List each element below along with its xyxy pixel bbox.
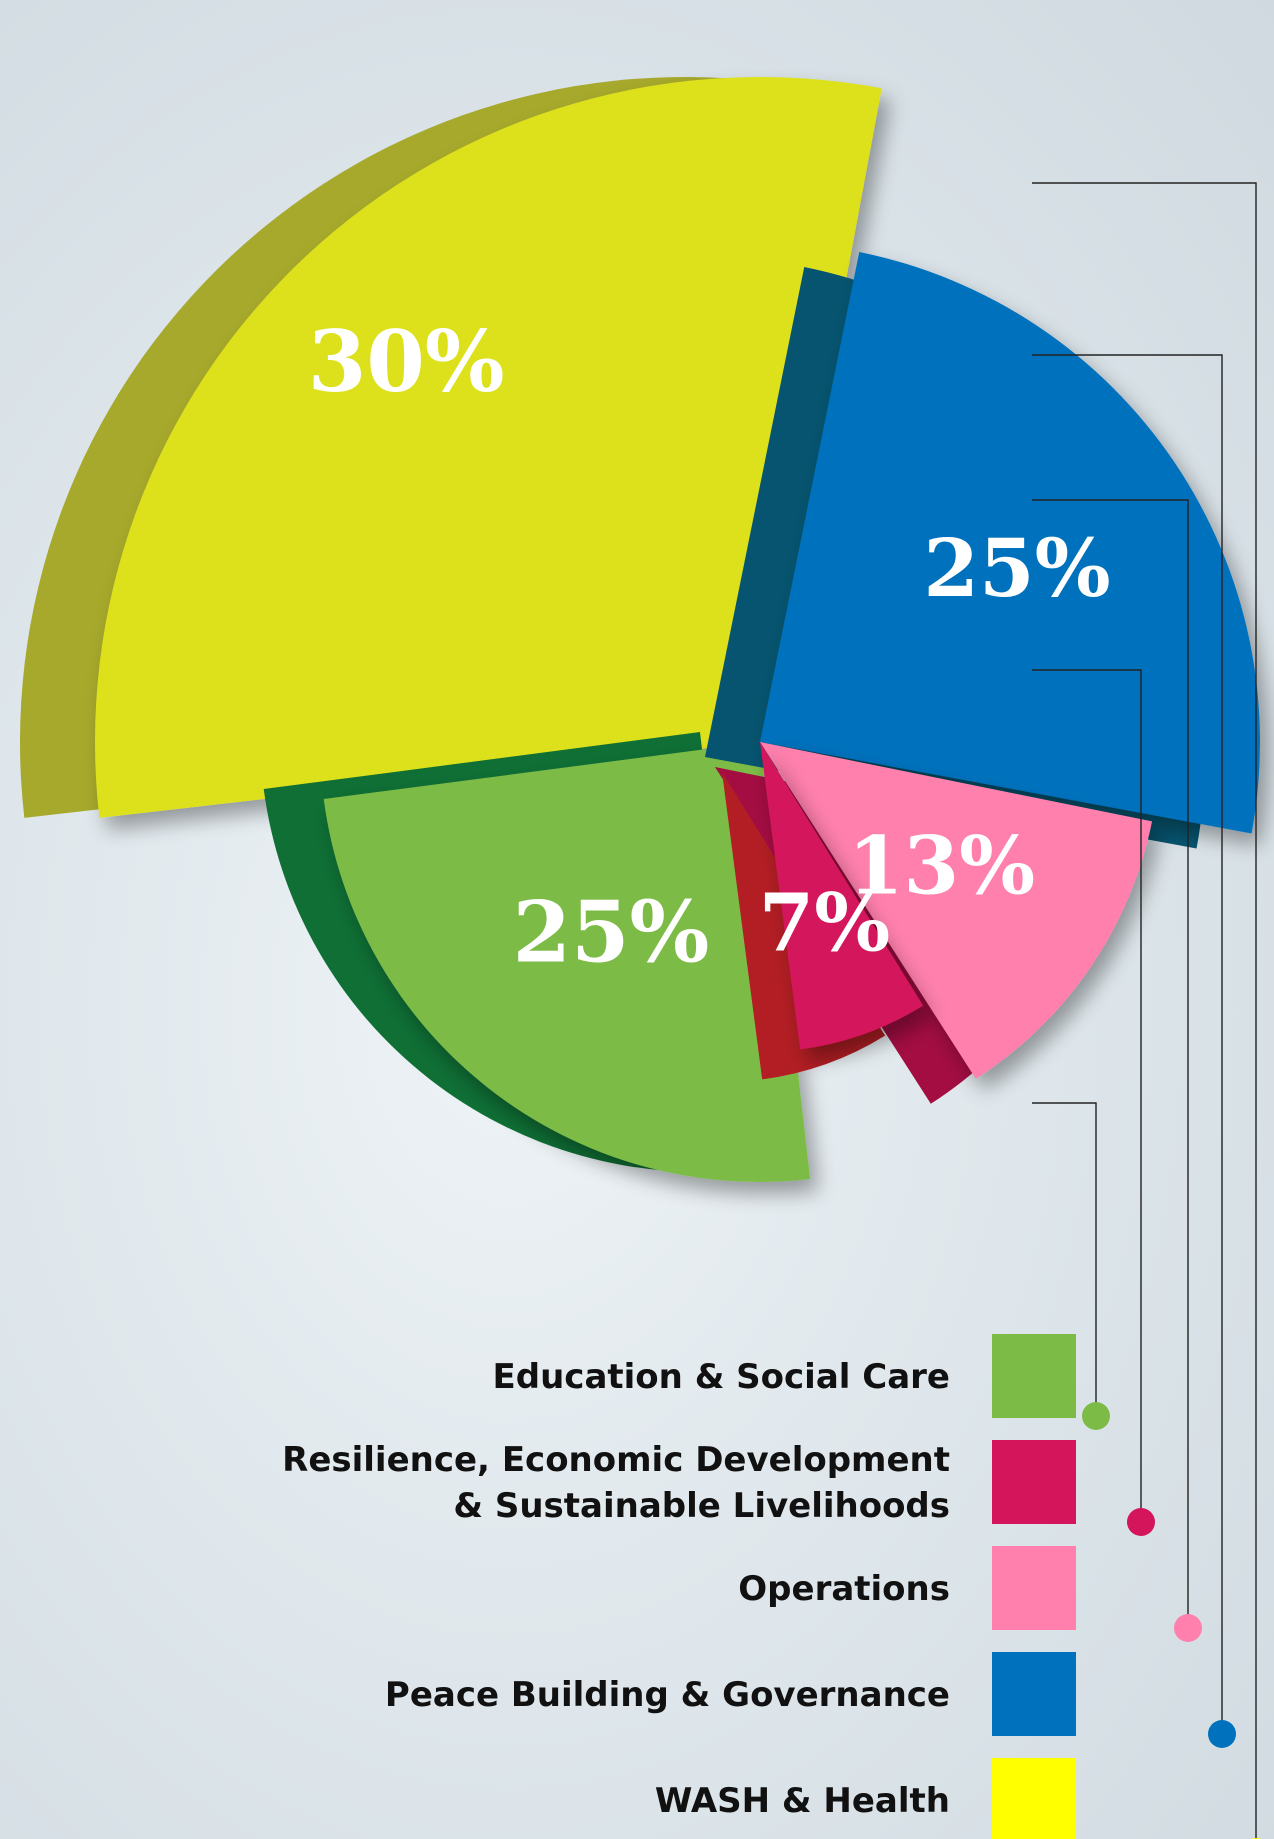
pie-slice-education-and-social-care: [263, 732, 811, 1182]
pie-slice-resilience-economic-development-and-sustainable-livelihoods: [722, 742, 924, 1080]
slice-face-education-and-social-care: [323, 742, 811, 1182]
leader-line: [1032, 182, 1257, 1839]
slice-face-peace-building-and-governance: [760, 251, 1260, 834]
legend-swatch: [992, 1652, 1076, 1736]
slice-face-operations: [760, 742, 1153, 1079]
slice-face-wash-and-health: [95, 76, 882, 818]
pie-slice-peace-building-and-governance: [705, 251, 1260, 849]
legend-label: Operations: [738, 1569, 950, 1609]
leader-lines: [1032, 182, 1257, 1839]
legend-label: WASH & Health: [655, 1781, 950, 1821]
leader-line: [1032, 354, 1223, 1734]
legend-swatch: [992, 1546, 1076, 1630]
pie-slice-wash-and-health: [20, 76, 882, 818]
pie-slices: [20, 76, 1260, 1182]
leader-line: [1032, 1102, 1097, 1416]
legend-label: Peace Building & Governance: [385, 1675, 950, 1715]
legend-item-peace-building-and-governance: Peace Building & Governance: [385, 1652, 1236, 1748]
legend-label: Resilience, Economic Development: [282, 1440, 950, 1480]
legend-item-wash-and-health: WASH & Health: [655, 1758, 1262, 1839]
slice-labels: 30% 25% 13%7% 25%: [308, 312, 1111, 981]
legend-dot: [1127, 1508, 1155, 1536]
legend-dot: [1082, 1402, 1110, 1430]
slice-face-resilience-economic-development-and-sustainable-livelihoods: [760, 742, 924, 1050]
legend-label: & Sustainable Livelihoods: [453, 1486, 950, 1526]
slice-label-resilience-economic-development-and-sustainable-livelihoods: 7%: [759, 875, 891, 969]
slice-label-peace-building-and-governance: 25%: [923, 521, 1110, 615]
legend-dot: [1208, 1720, 1236, 1748]
slice-label-education-and-social-care: 25%: [513, 882, 710, 981]
legend-swatch: [992, 1440, 1076, 1524]
legend-label: Education & Social Care: [493, 1357, 950, 1397]
legend-dot: [1174, 1614, 1202, 1642]
legend-item-operations: Operations: [738, 1546, 1202, 1642]
leader-line: [1032, 669, 1142, 1522]
slice-label-wash-and-health: 30%: [308, 312, 505, 411]
legend: Education & Social Care Resilience, Econo…: [282, 1334, 1262, 1839]
legend-swatch: [992, 1758, 1076, 1839]
leader-line: [1032, 499, 1189, 1628]
legend-swatch: [992, 1334, 1076, 1418]
legend-item-resilience-economic-development-and-sustainable-livelihoods: Resilience, Economic Development & Sustai…: [282, 1440, 1155, 1536]
legend-item-education-and-social-care: Education & Social Care: [493, 1334, 1110, 1430]
slice-label-operations: 13%: [848, 818, 1035, 912]
